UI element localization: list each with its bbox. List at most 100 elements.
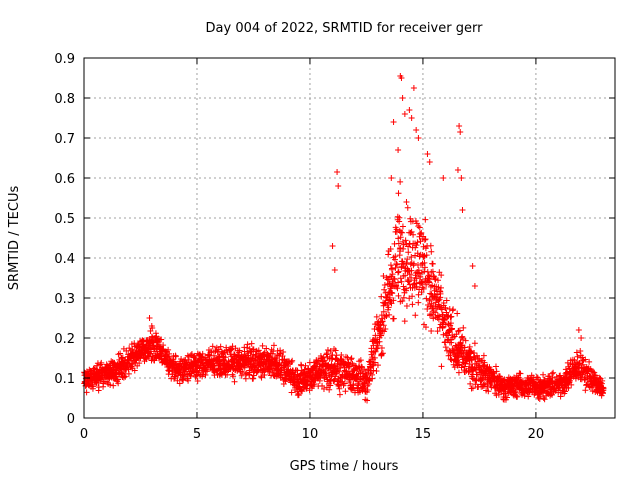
data-point: [447, 320, 454, 327]
data-point: [408, 254, 415, 261]
data-point: [378, 293, 385, 300]
data-point: [288, 389, 295, 396]
data-point: [217, 343, 224, 350]
data-point: [408, 274, 415, 281]
data-point: [332, 347, 339, 354]
data-point: [412, 244, 419, 251]
data-point: [220, 353, 227, 360]
data-point: [335, 183, 342, 189]
data-point: [244, 341, 251, 348]
data-point: [481, 359, 488, 366]
axis-ticks: 0 0.1 0.2 0.3 0.4 0.5 0.6 0.7 0.8 0.9 0 5 10 15 20: [54, 52, 615, 442]
data-point: [468, 357, 475, 364]
data-point: [450, 306, 457, 313]
data-point: [90, 383, 97, 390]
data-point: [380, 308, 387, 315]
data-point: [404, 204, 411, 211]
data-point: [248, 340, 255, 347]
data-point: [458, 364, 465, 371]
data-point: [158, 336, 165, 343]
data-point: [448, 339, 455, 346]
data-point: [302, 362, 309, 369]
data-point: [428, 248, 435, 255]
data-point: [438, 272, 445, 279]
y-tick-label: 0.1: [54, 372, 75, 387]
data-point: [258, 374, 265, 381]
data-point: [371, 354, 378, 361]
data-point: [115, 380, 122, 387]
data-point: [404, 256, 411, 263]
data-point: [431, 275, 438, 282]
data-point: [575, 327, 582, 333]
data-point: [331, 377, 338, 384]
data-point: [582, 356, 589, 363]
data-point: [261, 349, 268, 356]
data-point: [394, 261, 401, 268]
data-point: [263, 345, 270, 352]
data-point: [277, 347, 284, 354]
data-point: [424, 302, 431, 309]
x-tick-label: 0: [80, 427, 88, 442]
data-point: [502, 388, 509, 395]
y-tick-label: 0.3: [54, 292, 75, 307]
data-point: [337, 364, 344, 371]
data-point: [422, 216, 429, 223]
data-point: [423, 252, 430, 259]
data-point: [406, 107, 413, 113]
y-axis-label: SRMTID / TECUs: [7, 186, 22, 291]
data-point: [485, 388, 492, 395]
data-point: [481, 381, 488, 388]
data-point: [165, 346, 172, 353]
data-point: [250, 372, 257, 379]
data-point: [244, 344, 251, 351]
data-point: [435, 277, 442, 284]
data-point: [385, 304, 392, 311]
data-point: [238, 372, 245, 379]
data-point: [576, 360, 583, 367]
data-point: [537, 393, 544, 400]
data-point: [231, 378, 238, 385]
data-point: [468, 356, 475, 363]
data-point: [199, 350, 206, 357]
data-point: [423, 295, 430, 302]
data-point: [390, 119, 397, 125]
data-point: [320, 386, 327, 393]
data-point: [596, 374, 603, 381]
data-point: [222, 354, 229, 361]
data-point: [412, 312, 419, 319]
data-point: [176, 380, 183, 387]
data-point: [392, 253, 399, 260]
data-point: [369, 375, 376, 382]
data-point: [389, 271, 396, 278]
data-point: [259, 342, 266, 349]
data-point: [461, 344, 468, 351]
y-tick-label: 0.9: [54, 52, 75, 67]
data-point: [437, 284, 444, 291]
data-point: [397, 178, 404, 185]
data-point: [393, 260, 400, 267]
plot-frame: [83, 57, 616, 419]
data-point: [381, 286, 388, 293]
data-point: [213, 368, 220, 375]
data-point: [549, 370, 556, 377]
data-point: [418, 229, 425, 236]
data-point: [443, 297, 450, 304]
y-tick-label: 0.4: [54, 252, 75, 267]
data-point: [399, 95, 406, 101]
data-point: [480, 362, 487, 369]
data-point: [152, 330, 159, 337]
data-point: [364, 397, 371, 404]
data-point: [434, 328, 441, 335]
data-point: [403, 303, 410, 310]
data-point: [395, 190, 402, 197]
data-point: [565, 384, 572, 391]
data-point: [448, 356, 455, 363]
data-point: [378, 332, 385, 339]
x-tick-label: 20: [528, 427, 545, 442]
data-point: [388, 265, 395, 272]
data-point: [395, 268, 402, 275]
data-point: [591, 371, 598, 378]
data-point: [346, 363, 353, 370]
data-point: [414, 250, 421, 257]
data-point: [129, 361, 136, 368]
